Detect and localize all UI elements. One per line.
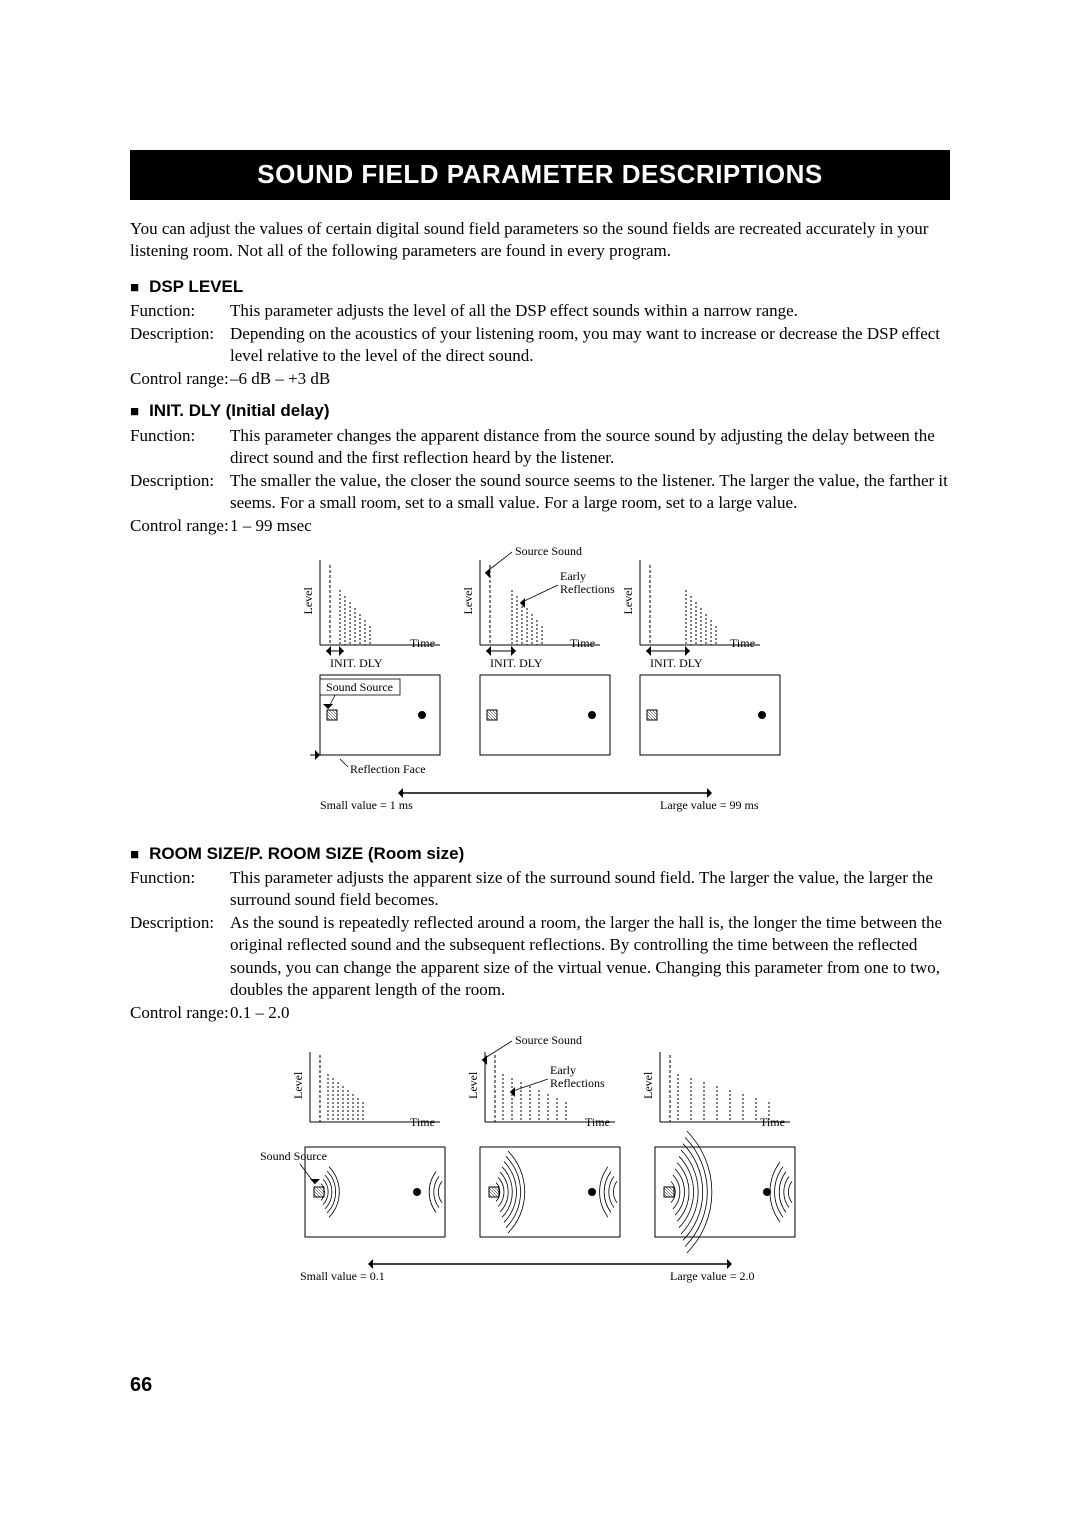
row-value: This parameter adjusts the level of all … [230,300,950,322]
row-label: Function: [130,300,230,322]
svg-text:Reflections: Reflections [560,582,615,596]
row-value: The smaller the value, the closer the so… [230,470,950,514]
row-label: Function: [130,425,230,469]
row-function: Function: This parameter adjusts the lev… [130,300,950,322]
svg-text:INIT. DLY: INIT. DLY [490,656,543,670]
row-label: Function: [130,867,230,911]
row-value: This parameter changes the apparent dist… [230,425,950,469]
svg-text:Sound Source: Sound Source [326,680,393,694]
row-description: Description: The smaller the value, the … [130,470,950,514]
svg-text:Sound Source: Sound Source [260,1149,327,1163]
svg-text:INIT. DLY: INIT. DLY [650,656,703,670]
svg-text:Level: Level [291,1071,305,1099]
svg-text:Time: Time [730,636,755,650]
row-label: Control range: [130,368,230,390]
svg-text:Large value = 2.0: Large value = 2.0 [670,1269,755,1283]
row-control-range: Control range: –6 dB – +3 dB [130,368,950,390]
svg-text:Time: Time [760,1115,785,1129]
bullet-icon: ■ [130,403,139,420]
svg-text:Reflection Face: Reflection Face [350,762,426,776]
svg-text:Source Sound: Source Sound [515,1033,582,1047]
svg-text:Reflections: Reflections [550,1076,605,1090]
svg-text:Large value = 99 ms: Large value = 99 ms [660,798,759,812]
row-value: 0.1 – 2.0 [230,1002,950,1024]
page-title-bar: SOUND FIELD PARAMETER DESCRIPTIONS [130,150,950,200]
heading-text: INIT. DLY (Initial delay) [149,401,329,420]
row-control-range: Control range: 1 – 99 msec [130,515,950,537]
row-value: This parameter adjusts the apparent size… [230,867,950,911]
svg-text:Level: Level [641,1071,655,1099]
row-label: Description: [130,470,230,514]
svg-text:Source Sound: Source Sound [515,545,582,558]
svg-text:Level: Level [466,1071,480,1099]
svg-text:Time: Time [410,1115,435,1129]
intro-paragraph: You can adjust the values of certain dig… [130,218,950,262]
section-heading-room-size: ■ ROOM SIZE/P. ROOM SIZE (Room size) [130,843,950,865]
heading-text: ROOM SIZE/P. ROOM SIZE (Room size) [149,844,464,863]
row-value: As the sound is repeatedly reflected aro… [230,912,950,1000]
row-label: Description: [130,912,230,1000]
svg-text:Time: Time [570,636,595,650]
row-description: Description: As the sound is repeatedly … [130,912,950,1000]
svg-text:Level: Level [621,587,635,615]
svg-text:Level: Level [461,587,475,615]
row-label: Control range: [130,515,230,537]
diagram-room-size: Source Sound EarlyReflections Level Time Lev… [130,1032,950,1318]
svg-text:Early: Early [550,1063,576,1077]
bullet-icon: ■ [130,846,139,863]
svg-text:Time: Time [585,1115,610,1129]
bullet-icon: ■ [130,279,139,296]
heading-text: DSP LEVEL [149,277,243,296]
svg-text:Early: Early [560,569,586,583]
page-number: 66 [130,1372,152,1398]
svg-text:Level: Level [301,587,315,615]
section-heading-dsp-level: ■ DSP LEVEL [130,276,950,298]
row-value: –6 dB – +3 dB [230,368,950,390]
row-value: Depending on the acoustics of your liste… [230,323,950,367]
svg-text:Small value = 1 ms: Small value = 1 ms [320,798,413,812]
section-heading-init-dly: ■ INIT. DLY (Initial delay) [130,400,950,422]
svg-text:Small value = 0.1: Small value = 0.1 [300,1269,385,1283]
svg-text:Time: Time [410,636,435,650]
row-value: 1 – 99 msec [230,515,950,537]
row-description: Description: Depending on the acoustics … [130,323,950,367]
row-label: Control range: [130,1002,230,1024]
row-function: Function: This parameter changes the app… [130,425,950,469]
diagram-init-dly: Source Sound EarlyReflections Level Time INI… [130,545,950,831]
svg-text:INIT. DLY: INIT. DLY [330,656,383,670]
row-label: Description: [130,323,230,367]
row-function: Function: This parameter adjusts the app… [130,867,950,911]
row-control-range: Control range: 0.1 – 2.0 [130,1002,950,1024]
